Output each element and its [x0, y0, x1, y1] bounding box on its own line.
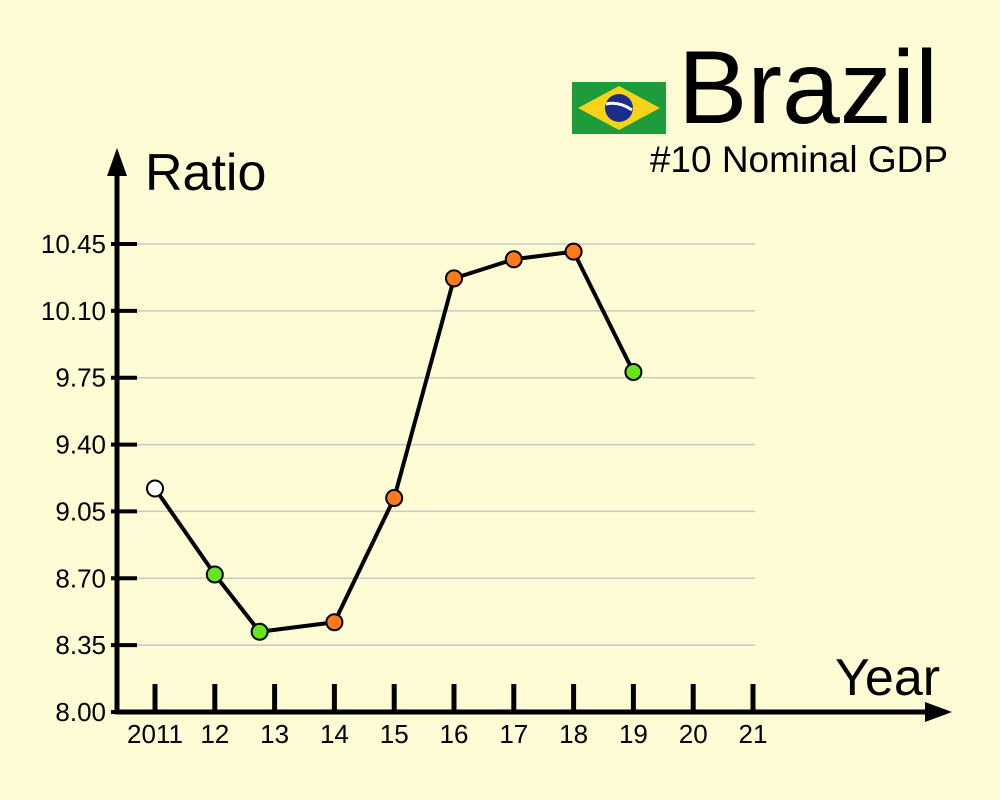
- y-tick-label: 9.05: [55, 496, 106, 526]
- y-tick-label: 9.40: [55, 430, 106, 460]
- y-tick-label: 9.75: [55, 363, 106, 393]
- brazil-flag-icon: [572, 82, 666, 134]
- y-tick-label: 8.35: [55, 630, 106, 660]
- x-tick-label: 14: [320, 719, 349, 749]
- x-tick-label: 20: [679, 719, 708, 749]
- chart-title: Brazil: [678, 30, 939, 146]
- y-axis-label: Ratio: [145, 144, 267, 202]
- y-tick-label: 10.45: [41, 229, 106, 259]
- data-point: [325, 613, 344, 632]
- x-tick-label: 12: [200, 719, 229, 749]
- x-axis-arrow: [925, 702, 952, 722]
- data-point: [250, 622, 269, 641]
- data-point: [146, 479, 164, 498]
- x-tick-label: 21: [739, 719, 768, 749]
- series-line: [153, 249, 636, 634]
- x-tick-label: 18: [559, 719, 588, 749]
- data-point: [385, 489, 404, 508]
- y-tick-label: 8.00: [55, 697, 106, 727]
- chart-subtitle: #10 Nominal GDP: [649, 139, 948, 180]
- data-point: [445, 269, 463, 288]
- x-tick-label: 16: [440, 719, 469, 749]
- data-point: [205, 565, 224, 584]
- data-point: [564, 242, 583, 261]
- x-tick-label: 15: [380, 719, 409, 749]
- x-axis-label: Year: [835, 649, 941, 707]
- data-point: [504, 250, 523, 269]
- y-tick-label: 8.70: [55, 563, 106, 593]
- x-tick-label: 13: [260, 719, 289, 749]
- y-axis-arrow: [107, 148, 127, 176]
- x-tick-label: 2011: [127, 719, 183, 749]
- x-tick-label: 19: [619, 719, 648, 749]
- data-point: [624, 362, 643, 381]
- x-tick-label: 17: [499, 719, 528, 749]
- y-tick-label: 10.10: [41, 296, 106, 326]
